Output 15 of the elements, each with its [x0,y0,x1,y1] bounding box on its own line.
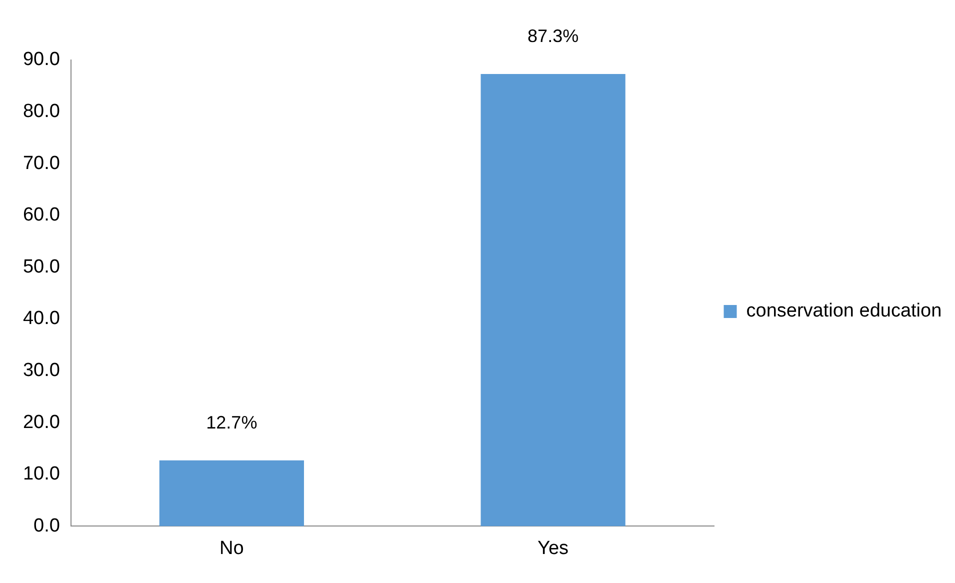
x-tick-label: Yes [538,538,569,559]
y-tick-label: 20.0 [22,412,60,433]
y-tick-label: 50.0 [22,256,60,278]
y-tick-label: 40.0 [22,308,60,330]
y-tick-label: 10.0 [22,464,60,485]
y-tick-label: 70.0 [22,152,60,174]
legend-label: conservation education [746,300,942,322]
y-tick-label: 0.0 [34,515,60,536]
data-label: 12.7% [206,412,258,432]
data-label: 87.3% [528,26,579,46]
y-tick-label: 60.0 [22,204,60,226]
y-tick-label: 30.0 [22,360,60,382]
y-tick-label: 90.0 [22,49,60,70]
x-tick-label: No [220,538,244,559]
y-tick-label: 80.0 [22,101,60,122]
